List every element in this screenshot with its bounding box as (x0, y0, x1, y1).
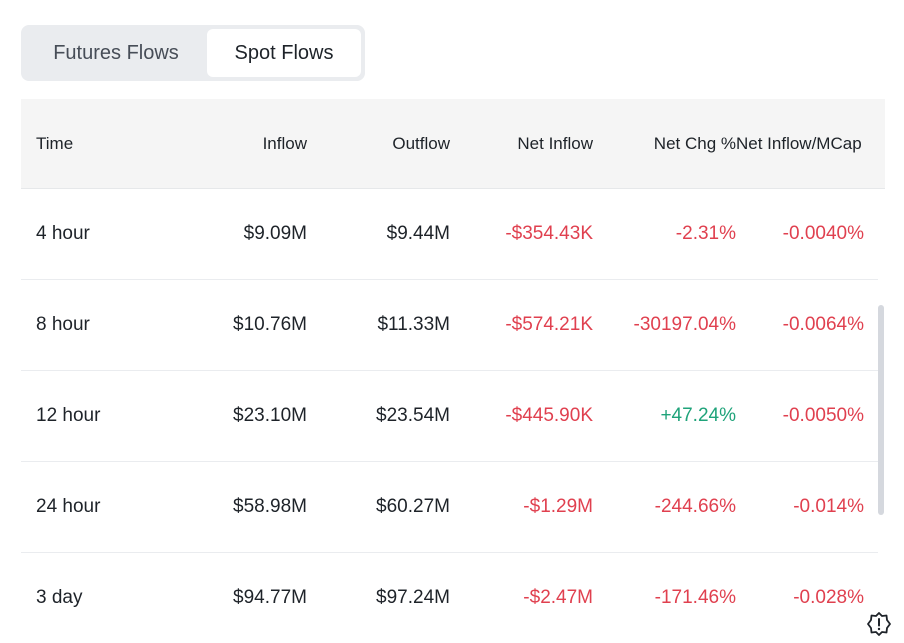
header-net-chg: Net Chg % (653, 133, 736, 153)
tab-spot-flows[interactable]: Spot Flows (207, 29, 361, 77)
cell-time: 4 hour (36, 223, 90, 244)
cell-time: 24 hour (36, 496, 101, 517)
header-net-inflow-mcap: Net Inflow/MCap (736, 133, 862, 153)
cell-outflow: $9.44M (386, 223, 450, 244)
vertical-scrollbar[interactable] (878, 305, 884, 515)
table-header: Time Inflow Outflow Net Inflow Net Chg %… (21, 99, 885, 189)
cell-time: 8 hour (36, 314, 90, 335)
flows-table: Time Inflow Outflow Net Inflow Net Chg %… (21, 99, 885, 643)
cell-net-inflow-mcap: -0.028% (793, 587, 864, 608)
cell-net-inflow: -$1.29M (523, 496, 593, 517)
cell-net-chg: -171.46% (654, 587, 736, 608)
header-inflow: Inflow (262, 133, 307, 153)
cell-net-inflow: -$574.21K (505, 314, 593, 335)
cell-net-chg: +47.24% (660, 405, 736, 426)
cell-net-inflow-mcap: -0.0050% (782, 405, 864, 426)
cell-inflow: $58.98M (233, 496, 307, 517)
cell-outflow: $23.54M (376, 405, 450, 426)
flow-type-tabs: Futures Flows Spot Flows (21, 25, 365, 81)
cell-net-inflow-mcap: -0.0064% (782, 314, 864, 335)
cell-net-inflow: -$354.43K (505, 223, 593, 244)
table-row: 24 hour $58.98M $60.27M -$1.29M -244.66%… (21, 462, 878, 553)
table-row: 8 hour $10.76M $11.33M -$574.21K -30197.… (21, 280, 878, 371)
cell-outflow: $11.33M (377, 314, 450, 335)
cell-inflow: $94.77M (233, 587, 307, 608)
cell-net-chg: -2.31% (675, 223, 736, 244)
header-net-inflow: Net Inflow (517, 133, 593, 153)
table-row: 12 hour $23.10M $23.54M -$445.90K +47.24… (21, 371, 878, 462)
table-row: 4 hour $9.09M $9.44M -$354.43K -2.31% -0… (21, 189, 878, 280)
cell-time: 12 hour (36, 405, 101, 426)
cell-net-chg: -30197.04% (633, 314, 736, 335)
cell-inflow: $10.76M (233, 314, 307, 335)
cell-net-inflow-mcap: -0.014% (793, 496, 864, 517)
table-row: 3 day $94.77M $97.24M -$2.47M -171.46% -… (21, 553, 878, 643)
tab-futures-flows[interactable]: Futures Flows (53, 41, 179, 64)
cell-outflow: $97.24M (376, 587, 450, 608)
alert-badge-icon[interactable] (866, 611, 892, 637)
cell-outflow: $60.27M (376, 496, 450, 517)
header-time: Time (36, 133, 74, 153)
cell-net-inflow: -$2.47M (523, 587, 593, 608)
cell-inflow: $23.10M (233, 405, 307, 426)
cell-net-chg: -244.66% (654, 496, 736, 517)
header-outflow: Outflow (392, 133, 450, 153)
cell-net-inflow-mcap: -0.0040% (782, 223, 864, 244)
cell-inflow: $9.09M (243, 223, 307, 244)
cell-net-inflow: -$445.90K (505, 405, 593, 426)
cell-time: 3 day (36, 587, 83, 608)
